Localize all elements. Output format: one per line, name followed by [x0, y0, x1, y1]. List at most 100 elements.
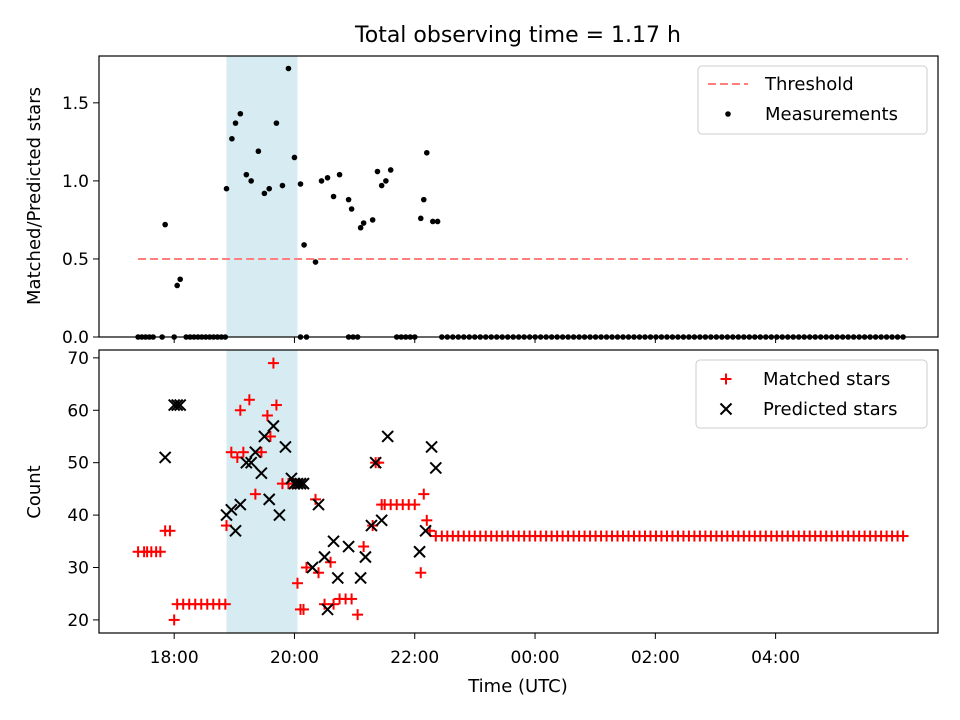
matched-star-point	[418, 488, 430, 500]
measurement-point	[434, 218, 441, 225]
matched-star-point	[358, 541, 370, 553]
legend-predicted-label: Predicted stars	[763, 399, 897, 420]
measurement-point	[266, 185, 273, 192]
measurement-point	[357, 224, 364, 231]
measurement-point	[297, 181, 304, 187]
measurement-point	[291, 154, 298, 161]
measurement-point	[369, 217, 376, 223]
matched-star-point	[346, 593, 358, 605]
measurement-point	[279, 182, 286, 189]
matched-star-point	[164, 525, 176, 537]
measurement-point	[324, 174, 331, 181]
bottom-legend: Matched stars Predicted stars	[695, 359, 928, 429]
predicted-star-point	[354, 571, 367, 585]
matched-star-point	[249, 488, 261, 500]
matched-star-point	[297, 603, 309, 615]
matched-star-point	[270, 399, 282, 411]
predicted-star-point	[365, 519, 378, 532]
predicted-star-point	[158, 451, 172, 464]
figure-title: Total observing time = 1.17 h	[354, 23, 681, 48]
predicted-star-point	[234, 498, 247, 511]
predicted-star-point	[267, 419, 280, 433]
predicted-stars-series	[158, 398, 443, 616]
bottom-plot-frame	[98, 349, 939, 634]
measurement-point	[261, 190, 268, 197]
predicted-star-point	[229, 524, 242, 538]
measurement-point	[312, 259, 319, 265]
predicted-star-point	[170, 398, 184, 412]
measurement-point	[348, 206, 355, 212]
predicted-star-point	[297, 477, 310, 490]
measurement-point	[383, 178, 389, 184]
legend-measurements-marker	[725, 111, 731, 117]
bottom-panel: 20 30 40 50 60 70 18:00 20:00 22:00 00:00 02:00 04…	[24, 349, 939, 697]
measurement-point	[318, 178, 325, 184]
predicted-star-point	[429, 461, 443, 475]
legend-matched-marker	[720, 373, 732, 385]
top-plot-frame	[98, 55, 939, 338]
matched-star-point	[225, 446, 237, 458]
measurement-point	[162, 221, 168, 228]
predicted-star-point	[318, 550, 331, 564]
predicted-star-point	[173, 398, 187, 412]
bottom-y-tick-label: 40	[67, 506, 89, 526]
measurement-point	[229, 135, 235, 142]
matched-star-point	[219, 598, 231, 610]
bottom-y-axis-label: Count	[24, 465, 45, 518]
predicted-star-point	[425, 440, 438, 454]
measurement-point	[336, 171, 343, 178]
predicted-star-point	[225, 503, 238, 517]
predicted-star-point	[312, 498, 325, 511]
predicted-star-point	[294, 477, 307, 490]
bottom-y-tick-label: 60	[67, 401, 89, 421]
measurement-point	[174, 282, 180, 289]
matched-star-point	[291, 577, 303, 589]
bottom-y-tick-label: 30	[67, 558, 89, 578]
measurement-point	[330, 193, 337, 200]
matched-star-point	[897, 530, 909, 542]
matched-star-point	[243, 394, 255, 406]
predicted-star-point	[327, 535, 340, 548]
matched-star-point	[261, 410, 273, 422]
measurement-point	[360, 220, 367, 226]
matched-star-point	[300, 561, 312, 573]
bottom-y-tick-label: 70	[67, 349, 89, 369]
legend-predicted-marker	[719, 402, 733, 416]
measurement-point	[378, 182, 385, 189]
matched-star-point	[325, 556, 337, 568]
top-panel: 0.0 0.5 1.0 1.5 Matched/Predicted stars Thr…	[24, 55, 939, 348]
predicted-star-point	[359, 550, 372, 564]
predicted-star-point	[262, 493, 276, 506]
measurement-point	[232, 120, 239, 126]
legend-measurements-label: Measurements	[765, 104, 898, 125]
predicted-star-point	[279, 440, 292, 454]
legend-x-marker	[719, 402, 733, 416]
x-tick-label: 18:00	[150, 648, 199, 668]
observing-window-shade-bottom	[226, 350, 298, 633]
matched-star-point	[154, 546, 166, 558]
top-legend: Threshold Measurements	[697, 65, 928, 135]
predicted-star-point	[331, 571, 344, 585]
top-y-tick-label: 0.5	[62, 250, 89, 270]
top-legend-box	[697, 65, 928, 135]
measurement-point	[237, 110, 244, 117]
top-y-tick-label: 0.0	[62, 328, 89, 348]
predicted-star-point	[244, 456, 258, 469]
predicted-star-point	[381, 430, 394, 443]
measurement-point	[255, 148, 262, 155]
measurement-point	[248, 178, 254, 184]
matched-star-point	[264, 430, 276, 442]
x-tick-label: 04:00	[751, 648, 800, 668]
bottom-legend-box	[695, 359, 928, 429]
matched-star-point	[409, 499, 421, 511]
matched-star-point	[415, 567, 427, 579]
measurement-point	[243, 171, 250, 178]
matched-star-point	[237, 446, 249, 458]
measurement-point	[177, 276, 183, 283]
matched-star-point	[352, 609, 364, 621]
matched-star-point	[234, 404, 246, 416]
measurement-point	[417, 215, 424, 222]
matched-star-point	[310, 493, 322, 505]
matched-star-point	[267, 357, 279, 369]
